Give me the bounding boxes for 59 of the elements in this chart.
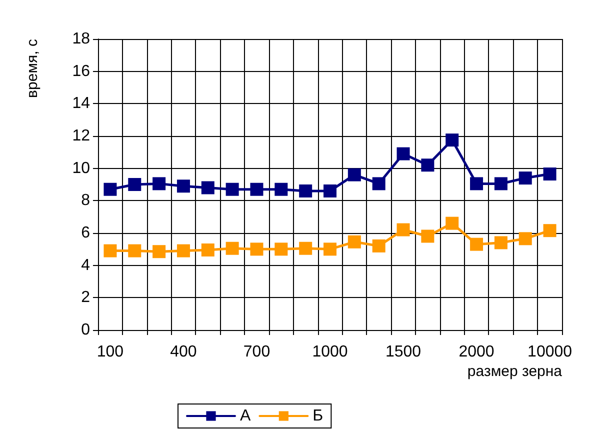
y-tick-label: 0	[81, 322, 90, 338]
y-axis-title: время, с	[24, 38, 41, 98]
point	[274, 182, 288, 196]
point	[324, 242, 336, 256]
point	[494, 236, 508, 250]
point	[446, 134, 459, 147]
point	[396, 223, 410, 236]
x-tick-label: 2000	[458, 344, 494, 360]
point	[176, 244, 190, 258]
y-tick-label: 10	[72, 160, 90, 177]
point	[299, 184, 312, 198]
point	[421, 158, 434, 172]
point	[324, 184, 336, 198]
point	[152, 177, 166, 190]
point	[226, 182, 239, 196]
y-tick-label: 4	[81, 256, 90, 274]
point	[470, 177, 484, 190]
x-tick-label: 1000	[312, 344, 348, 360]
point	[518, 172, 532, 185]
point	[348, 168, 361, 182]
point	[274, 242, 288, 256]
point	[128, 178, 142, 191]
x-tick-label: 400	[170, 344, 197, 360]
point	[250, 242, 264, 256]
point	[250, 182, 264, 196]
point	[104, 244, 117, 258]
x-tick-label: 1500	[385, 344, 422, 360]
point	[494, 177, 508, 190]
point	[421, 230, 434, 243]
point	[299, 242, 312, 255]
y-tick-label: 2	[81, 289, 90, 306]
point	[348, 235, 361, 248]
x-axis-title: размер зерна	[467, 363, 563, 380]
y-tick-label: 8	[81, 192, 90, 210]
point	[446, 216, 459, 230]
point	[543, 167, 556, 180]
point	[201, 181, 214, 194]
legend-label: А	[240, 408, 251, 424]
y-tick-label: 14	[72, 95, 90, 112]
point	[396, 147, 410, 160]
y-tick-label: 18	[72, 30, 90, 48]
y-tick-label: 16	[72, 62, 90, 80]
y-tick-label: 12	[72, 128, 90, 144]
x-tick-label: 100	[96, 344, 124, 360]
point	[226, 242, 239, 255]
point	[518, 232, 532, 246]
point	[176, 180, 190, 193]
point	[543, 224, 556, 238]
x-tick-label: 700	[243, 344, 270, 360]
point	[372, 239, 386, 252]
y-tick-label: 6	[81, 224, 90, 242]
point	[104, 182, 117, 196]
x-tick-label: 10000	[528, 344, 572, 360]
legend-label: Б	[312, 408, 324, 424]
point	[201, 243, 214, 256]
point	[152, 245, 166, 258]
point	[128, 244, 142, 258]
point	[372, 177, 386, 190]
point	[470, 238, 484, 251]
